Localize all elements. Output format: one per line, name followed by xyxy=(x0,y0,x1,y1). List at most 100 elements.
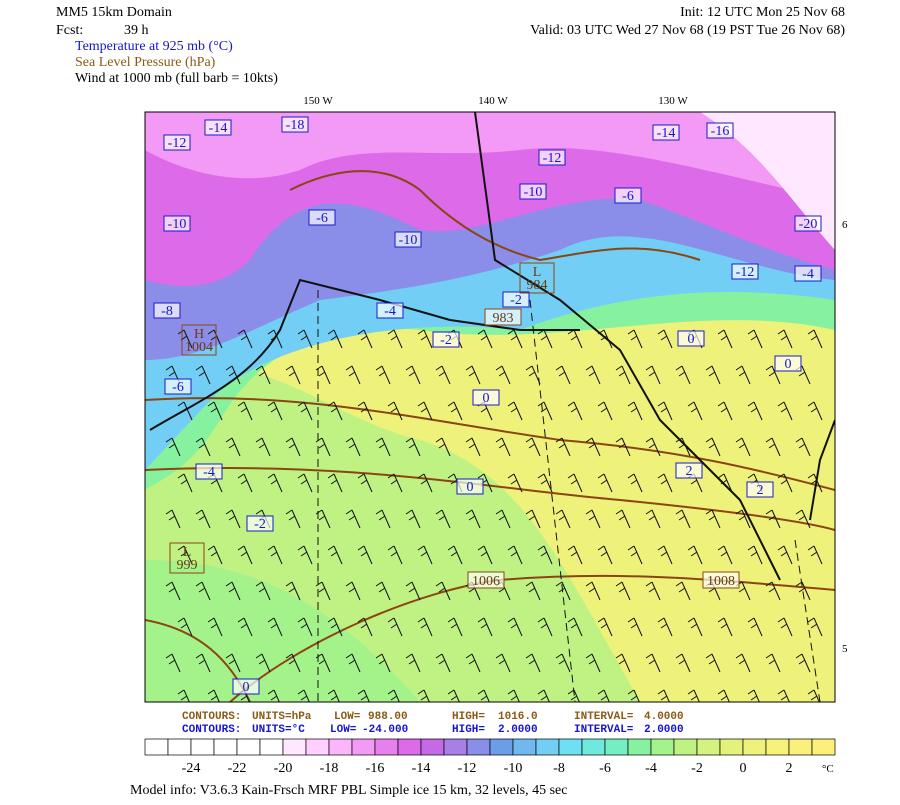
wind-barb xyxy=(795,653,811,673)
wind-barb xyxy=(807,689,820,702)
wind-barb xyxy=(357,401,373,421)
wind-barb xyxy=(315,437,331,457)
colorbar-label: -16 xyxy=(366,761,385,776)
field-wind: Wind at 1000 mb (full barb = 10kts) xyxy=(75,71,278,86)
colorbar-swatch xyxy=(581,738,606,756)
wind-barb xyxy=(375,581,391,601)
wind-barb xyxy=(627,329,643,349)
wind-barb xyxy=(207,617,223,637)
wind-barb xyxy=(765,653,781,673)
wind-barb xyxy=(405,365,421,385)
wind-barb xyxy=(405,437,421,457)
wind-barb xyxy=(207,689,220,702)
map-frame xyxy=(144,111,836,703)
colorbar-label: 0 xyxy=(740,761,747,776)
wind-barb xyxy=(555,437,571,457)
temp-label-box xyxy=(538,149,566,166)
wind-barb xyxy=(765,581,781,601)
temp-label: 0 xyxy=(688,332,695,347)
colorbar-label: -24 xyxy=(182,761,201,776)
wind-barb xyxy=(345,437,361,457)
valid: Valid: 03 UTC Wed 27 Nov 68 (19 PST Tue … xyxy=(530,23,845,38)
pressure-center-box xyxy=(181,324,217,356)
wind-barb xyxy=(285,437,301,457)
wind-barb xyxy=(657,473,673,493)
wind-barb xyxy=(777,401,793,421)
wind-barb xyxy=(807,329,823,349)
wind-barb xyxy=(255,581,271,601)
pressure-label-box xyxy=(484,308,522,326)
wind-barb xyxy=(675,581,691,601)
wind-barb xyxy=(687,617,703,637)
wind-barb xyxy=(537,617,553,637)
temp-label-box xyxy=(456,478,484,495)
colorbar-swatch xyxy=(167,738,192,756)
wind-barb xyxy=(807,473,823,493)
wind-barb xyxy=(717,689,730,702)
temp-label-box xyxy=(164,378,192,395)
temp-label: -14 xyxy=(657,126,676,141)
wind-barb xyxy=(417,617,433,637)
pressure-label-box xyxy=(467,571,505,589)
wind-barb xyxy=(387,617,403,637)
colorbar-swatch xyxy=(351,738,376,756)
wind-barb xyxy=(375,437,391,457)
wind-barb xyxy=(795,437,811,457)
wind-barb xyxy=(405,509,421,529)
wind-barb xyxy=(417,473,433,493)
colorbar-label: -12 xyxy=(458,761,477,776)
wind-barb xyxy=(267,401,283,421)
wind-barb xyxy=(585,653,601,673)
pressure-center-value: 999 xyxy=(177,558,198,573)
wind-barb xyxy=(585,509,601,529)
temp-label: -4 xyxy=(802,267,814,282)
contour-info: INTERVAL= xyxy=(574,724,634,736)
init: Init: 12 UTC Mon 25 Nov 68 xyxy=(680,5,845,20)
wind-barb xyxy=(705,509,721,529)
wind-barb xyxy=(585,437,601,457)
temp-label: -12 xyxy=(736,265,755,280)
wind-barb xyxy=(165,581,181,601)
temp-label: -18 xyxy=(286,118,305,133)
colorbar-swatch xyxy=(742,738,767,756)
temp-label-box xyxy=(731,263,759,280)
wind-barb xyxy=(627,617,643,637)
colorbar-swatch xyxy=(558,738,583,756)
wind-barb xyxy=(435,581,451,601)
wind-barb xyxy=(807,545,823,565)
colorbar-swatch xyxy=(673,738,698,756)
temp-label-box xyxy=(232,678,260,695)
wind-barb xyxy=(657,329,673,349)
wind-barb xyxy=(417,329,433,349)
wind-barb xyxy=(747,329,763,349)
wind-barb xyxy=(315,581,331,601)
wind-barb xyxy=(627,473,643,493)
wind-barb xyxy=(645,653,661,673)
wind-barb xyxy=(225,437,241,457)
wind-barb xyxy=(375,653,391,673)
temp-label: -10 xyxy=(524,185,543,200)
wind-barb xyxy=(507,689,520,702)
domain: MM5 15km Domain xyxy=(56,5,172,20)
wind-barb xyxy=(387,473,403,493)
colorbar-swatch xyxy=(627,738,652,756)
temp-label: -8 xyxy=(161,304,173,319)
wind-barb xyxy=(717,617,733,637)
wind-barb xyxy=(327,617,343,637)
wind-barb xyxy=(327,545,343,565)
temp-label-box xyxy=(376,302,404,319)
temp-label: -2 xyxy=(510,293,522,308)
temp-label: -6 xyxy=(622,189,634,204)
colorbar-label: -14 xyxy=(412,761,431,776)
colorbar-swatch xyxy=(811,738,836,756)
wind-barb xyxy=(285,581,301,601)
wind-barb xyxy=(255,653,271,673)
wind-barb xyxy=(807,401,823,421)
wind-barb xyxy=(717,473,733,493)
wind-barb xyxy=(345,581,361,601)
temp-label-box xyxy=(675,462,703,479)
temp-label: -12 xyxy=(168,136,187,151)
colorbar-swatch xyxy=(374,738,399,756)
wind-barb xyxy=(255,437,271,457)
wind-barb xyxy=(177,401,193,421)
